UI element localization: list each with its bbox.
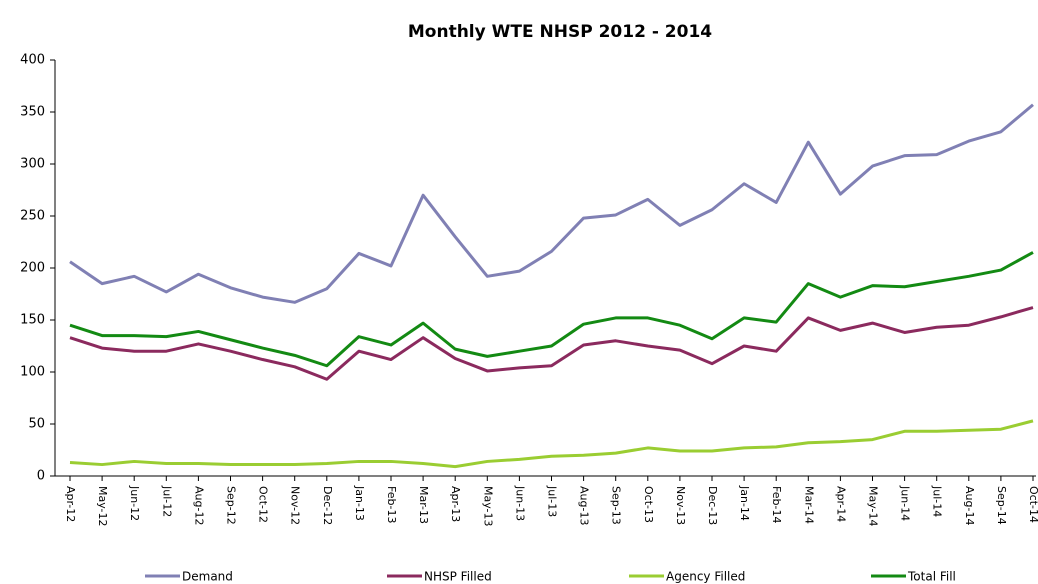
y-tick-label: 300 (20, 157, 45, 172)
x-tick-label: Aug-13 (578, 486, 591, 525)
x-tick-label: Nov-13 (674, 486, 687, 525)
x-tick-label: Sep-12 (225, 486, 238, 525)
x-tick-label: Aug-12 (192, 486, 205, 525)
x-tick-label: Oct-14 (1027, 486, 1038, 523)
x-tick-label: Mar-14 (802, 486, 815, 524)
legend-label: Demand (182, 570, 233, 584)
series-line (69, 251, 1034, 368)
x-tick-label: Nov-12 (289, 486, 302, 525)
y-tick-label: 400 (20, 53, 45, 68)
x-tick-label: Apr-12 (64, 486, 77, 522)
y-tick-label: 0 (37, 469, 45, 484)
x-tick-label: Jan-13 (353, 485, 366, 521)
x-tick-label: May-14 (867, 486, 880, 527)
y-tick-label: 200 (20, 261, 45, 276)
y-tick-label: 100 (20, 365, 45, 380)
legend-label: Agency Filled (666, 570, 745, 584)
x-tick-label: Jul-14 (931, 485, 944, 517)
x-tick-label: Aug-14 (963, 486, 976, 525)
y-tick-label: 50 (28, 417, 45, 432)
x-tick-label: Dec-12 (321, 486, 334, 525)
series-line (69, 306, 1034, 381)
x-tick-label: Oct-12 (257, 486, 270, 523)
x-tick-label: May-13 (481, 486, 494, 527)
x-tick-label: Jan-14 (738, 485, 751, 521)
x-tick-label: Jun-12 (128, 485, 141, 521)
x-tick-label: Oct-13 (642, 486, 655, 523)
series-line (69, 103, 1034, 304)
x-tick-label: Feb-14 (770, 486, 783, 523)
y-tick-label: 150 (20, 313, 45, 328)
legend-label: Total Fill (907, 570, 956, 584)
x-tick-label: Jul-13 (546, 485, 559, 517)
chart-title: Monthly WTE NHSP 2012 - 2014 (408, 22, 712, 42)
x-tick-label: Apr-13 (449, 486, 462, 522)
y-tick-label: 350 (20, 105, 45, 120)
x-tick-label: Jun-13 (513, 485, 526, 521)
series-line (69, 419, 1034, 469)
y-tick-label: 250 (20, 209, 45, 224)
x-tick-label: Feb-13 (385, 486, 398, 523)
x-tick-label: Apr-14 (834, 486, 847, 522)
x-tick-label: Jul-12 (160, 485, 173, 517)
x-tick-label: Mar-13 (417, 486, 430, 524)
x-tick-label: May-12 (96, 486, 109, 527)
legend-label: NHSP Filled (424, 570, 492, 584)
x-tick-label: Sep-13 (610, 486, 623, 525)
x-tick-label: Jun-14 (899, 485, 912, 521)
x-tick-label: Dec-13 (706, 486, 719, 525)
x-tick-label: Sep-14 (995, 486, 1008, 525)
